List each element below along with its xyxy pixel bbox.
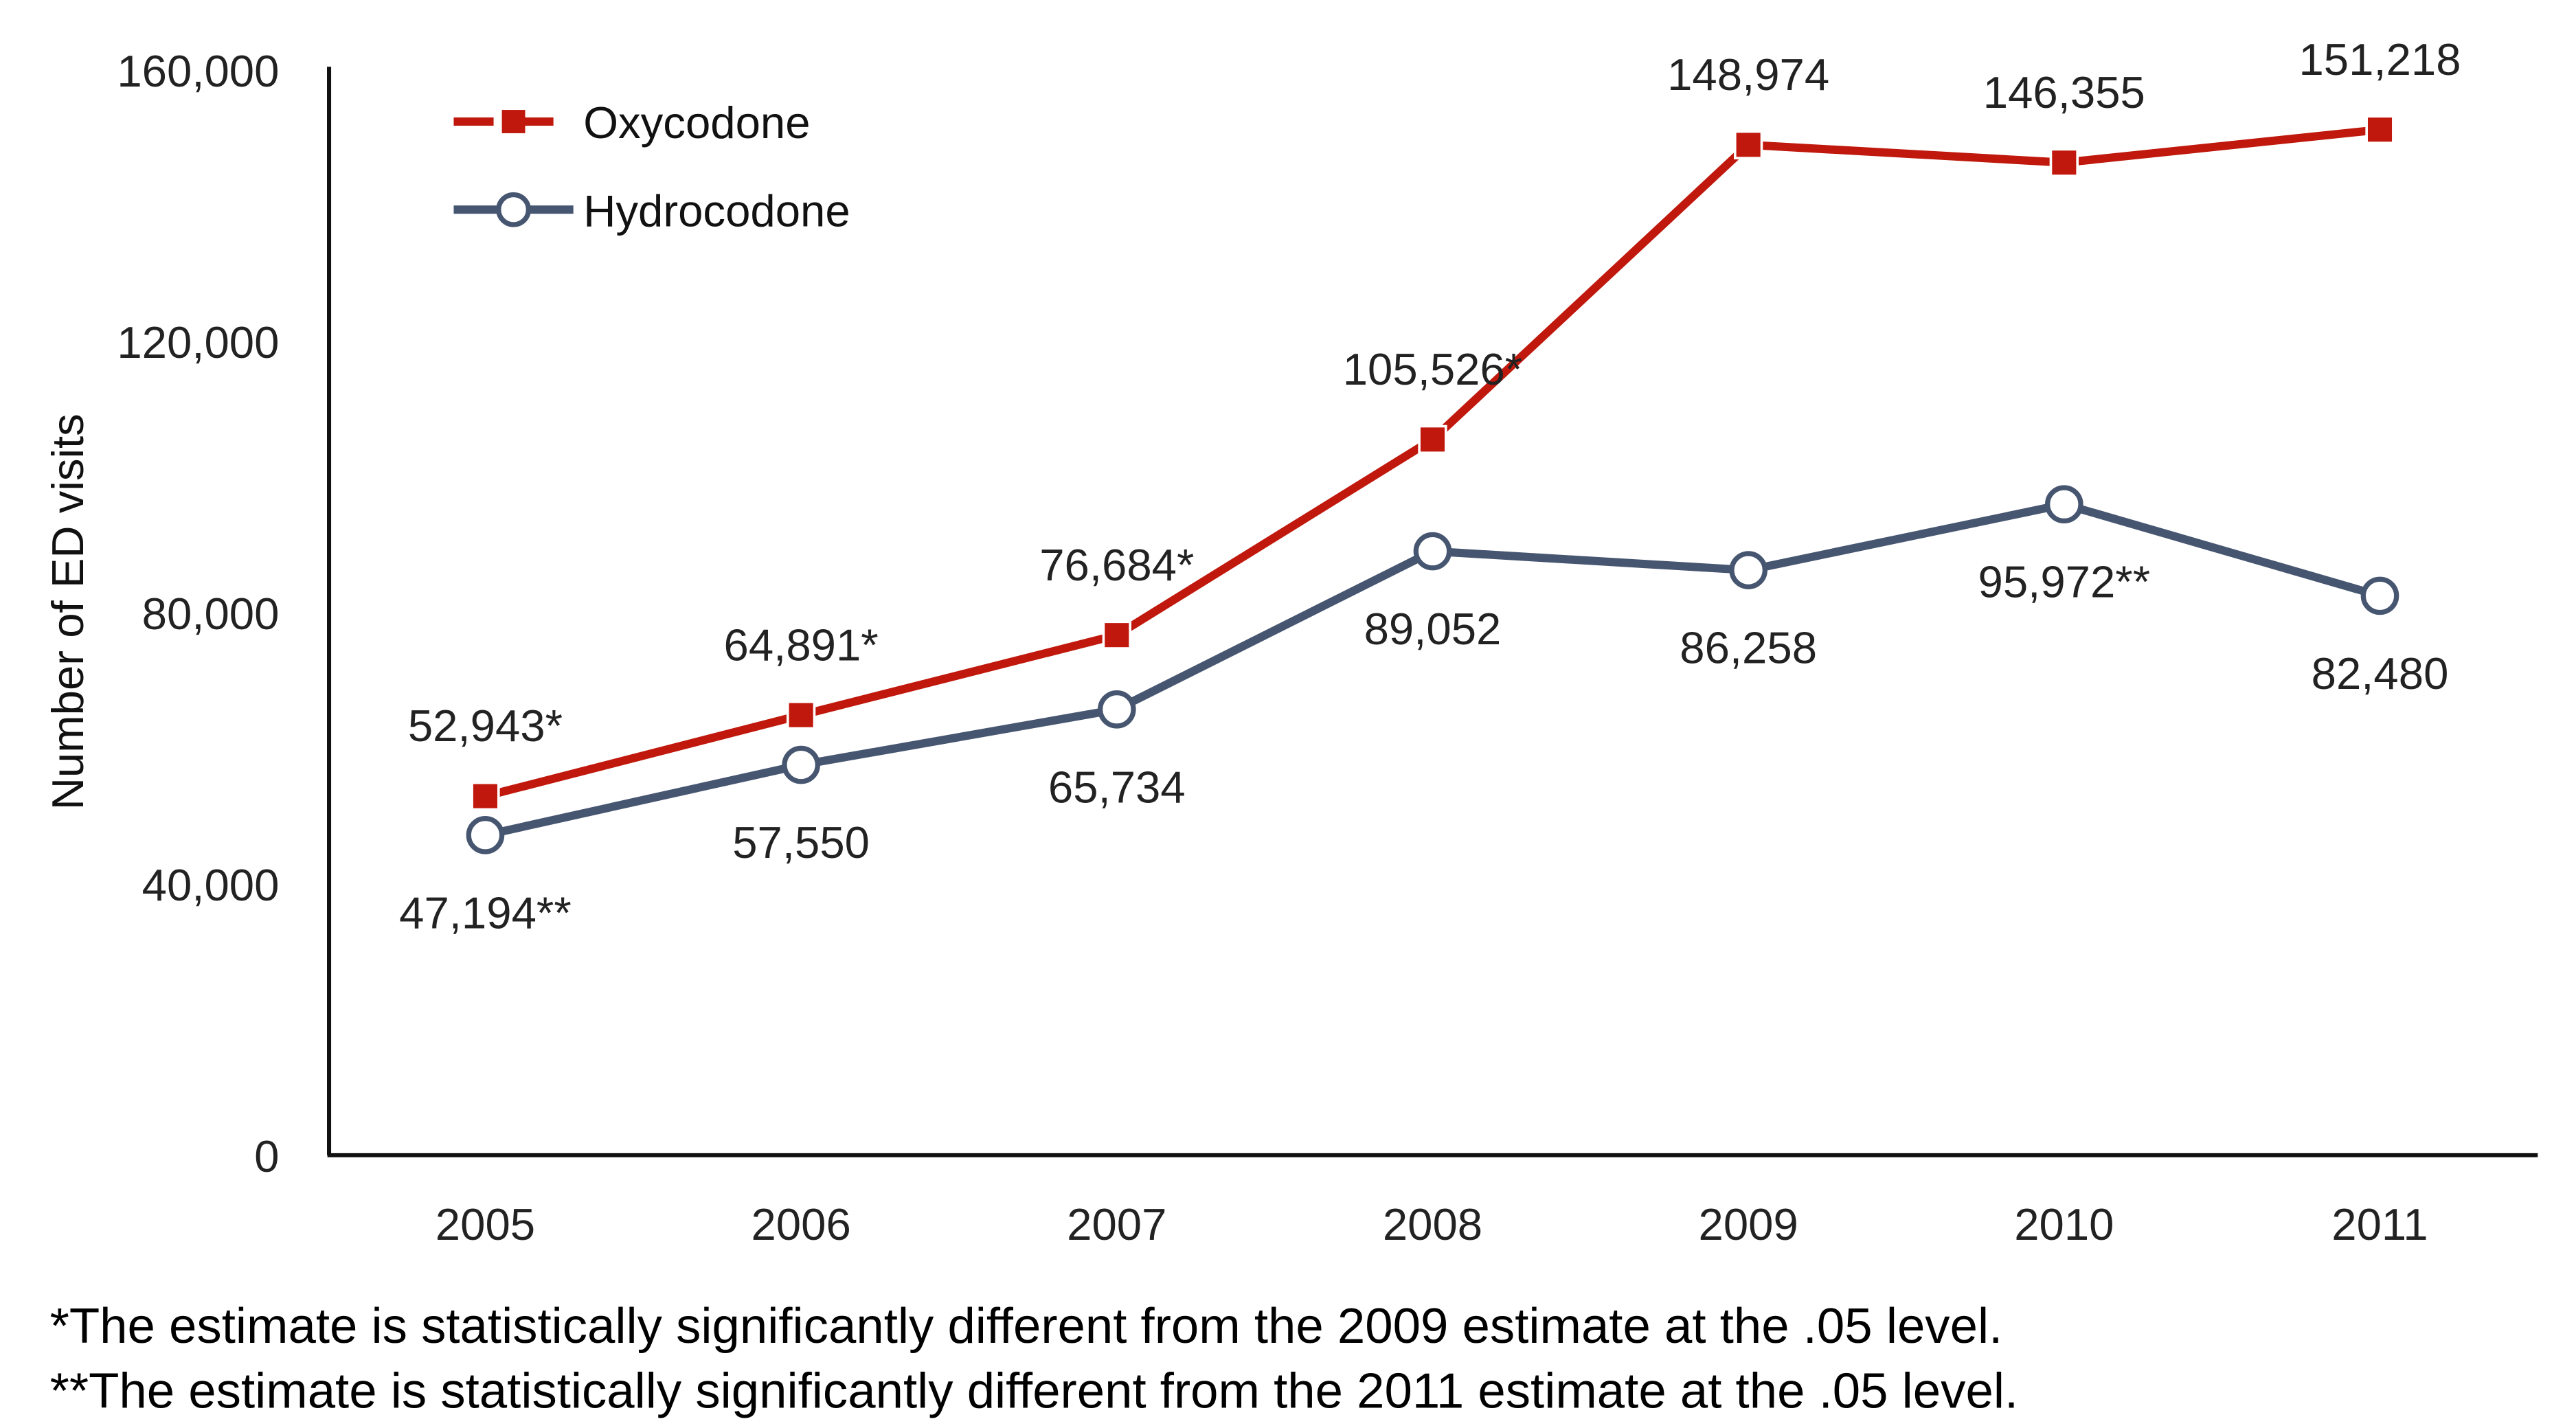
oxycodone-point	[786, 700, 816, 730]
hydrocodone-point	[2360, 576, 2399, 615]
data-label: 151,218	[2298, 34, 2461, 84]
oxycodone-point	[2049, 148, 2079, 177]
hydrocodone-point	[1729, 551, 1767, 589]
data-label: 105,526*	[1343, 344, 1523, 394]
hydrocodone-point	[1097, 690, 1136, 729]
y-tick-label: 120,000	[117, 317, 279, 367]
oxycodone-point	[1418, 424, 1447, 455]
legend-hydrocodone-marker	[496, 192, 531, 227]
data-label: 146,355	[1983, 67, 2145, 117]
oxycodone-point	[1102, 620, 1131, 650]
x-tick-label: 2011	[2331, 1199, 2428, 1249]
data-label: 65,734	[1048, 762, 1186, 812]
x-tick-label: 2010	[2014, 1199, 2114, 1249]
footnote-2: **The estimate is statistically signific…	[50, 1363, 2019, 1419]
x-tick-label: 2009	[1699, 1199, 1798, 1249]
y-axis-label: Number of ED visits	[43, 413, 93, 810]
y-tick-label: 40,000	[142, 860, 280, 910]
series-oxycodone: 52,943* 64,891* 76,684* 105,526* 148,974 146,…	[408, 34, 2461, 811]
data-label: 95,972**	[1978, 557, 2151, 607]
oxycodone-point	[2365, 115, 2395, 144]
hydrocodone-point	[2045, 485, 2083, 524]
footnote-1: *The estimate is statistically significa…	[50, 1298, 2003, 1354]
series-hydrocodone: 47,194** 57,550 65,734 89,052 86,258 95,972**…	[399, 485, 2449, 938]
data-label: 47,194**	[399, 887, 572, 938]
data-label: 148,974	[1667, 49, 1829, 100]
y-tick-label: 0	[254, 1131, 279, 1181]
data-label: 89,052	[1364, 604, 1502, 654]
data-label: 82,480	[2312, 648, 2449, 699]
oxycodone-point	[471, 781, 500, 811]
legend-hydrocodone-label: Hydrocodone	[583, 185, 850, 236]
y-tick-label: 80,000	[142, 589, 280, 639]
y-tick-label: 160,000	[117, 46, 279, 96]
data-label: 64,891*	[724, 620, 879, 670]
hydrocodone-point	[1413, 532, 1452, 571]
data-label: 52,943*	[408, 701, 563, 751]
oxycodone-point	[1733, 130, 1763, 160]
x-tick-label: 2008	[1383, 1199, 1482, 1249]
data-label: 86,258	[1680, 623, 1817, 673]
x-tick-label: 2007	[1067, 1199, 1166, 1249]
data-label: 57,550	[732, 817, 870, 868]
legend: Oxycodone Hydrocodone	[453, 98, 850, 236]
x-tick-label: 2006	[751, 1199, 850, 1249]
legend-oxycodone-label: Oxycodone	[583, 98, 810, 148]
data-label: 76,684*	[1039, 540, 1194, 590]
legend-oxycodone-marker	[501, 110, 526, 133]
x-tick-label: 2005	[436, 1199, 535, 1249]
hydrocodone-point	[782, 745, 820, 784]
hydrocodone-point	[466, 816, 505, 854]
